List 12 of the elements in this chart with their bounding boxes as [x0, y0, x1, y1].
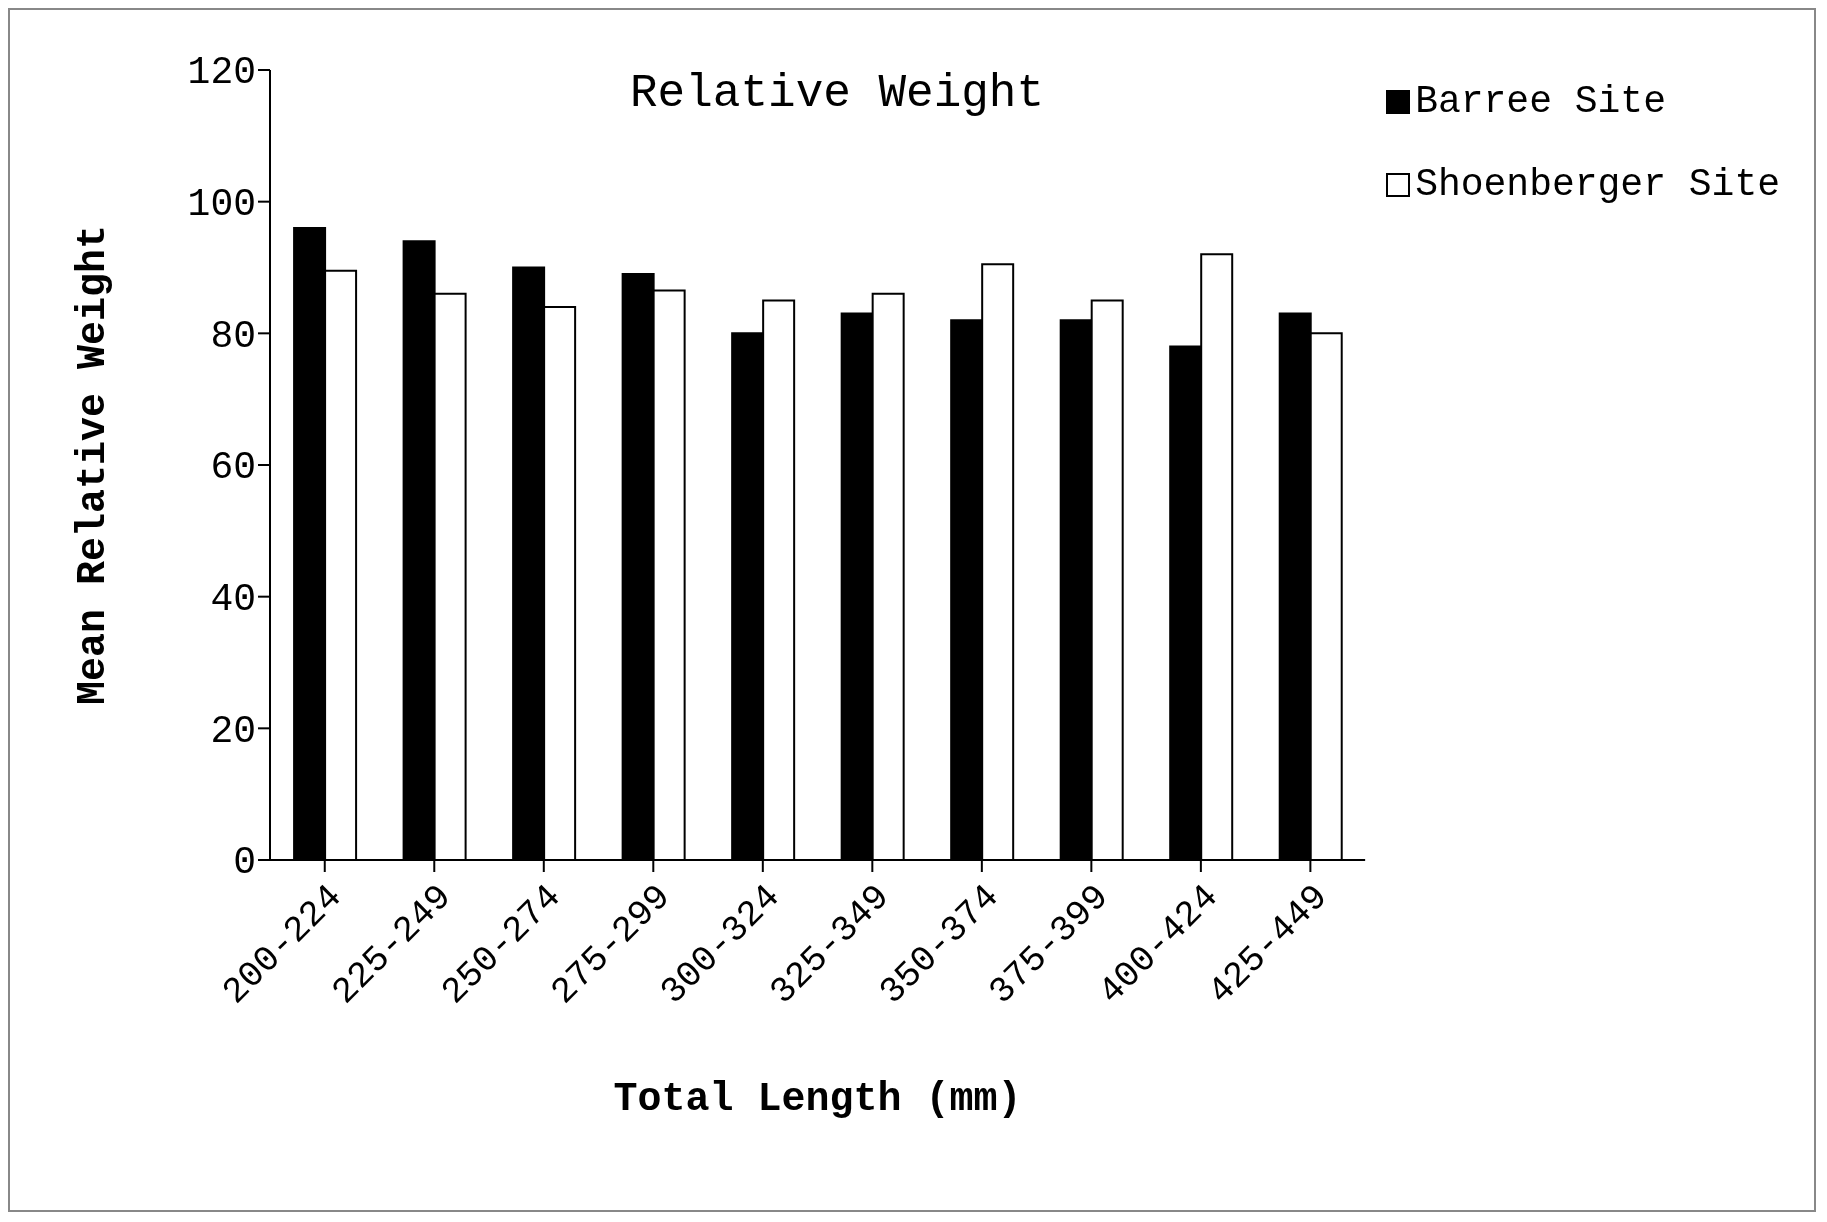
- x-axis-title: Total Length (mm): [613, 1077, 1022, 1122]
- legend-label: Shoenberger Site: [1415, 163, 1780, 206]
- y-tick-label: 100: [187, 183, 256, 227]
- y-tick-label: 120: [187, 51, 256, 95]
- legend-label: Barree Site: [1415, 80, 1666, 123]
- chart-title: Relative Weight: [630, 68, 1045, 120]
- y-tick-label: 60: [210, 446, 256, 490]
- y-tick-label: 0: [233, 841, 256, 885]
- y-tick-label: 40: [210, 578, 256, 622]
- y-axis-title: Mean Relative Weight: [71, 224, 117, 706]
- y-tick-label: 20: [210, 709, 256, 753]
- y-tick-label: 80: [210, 314, 256, 358]
